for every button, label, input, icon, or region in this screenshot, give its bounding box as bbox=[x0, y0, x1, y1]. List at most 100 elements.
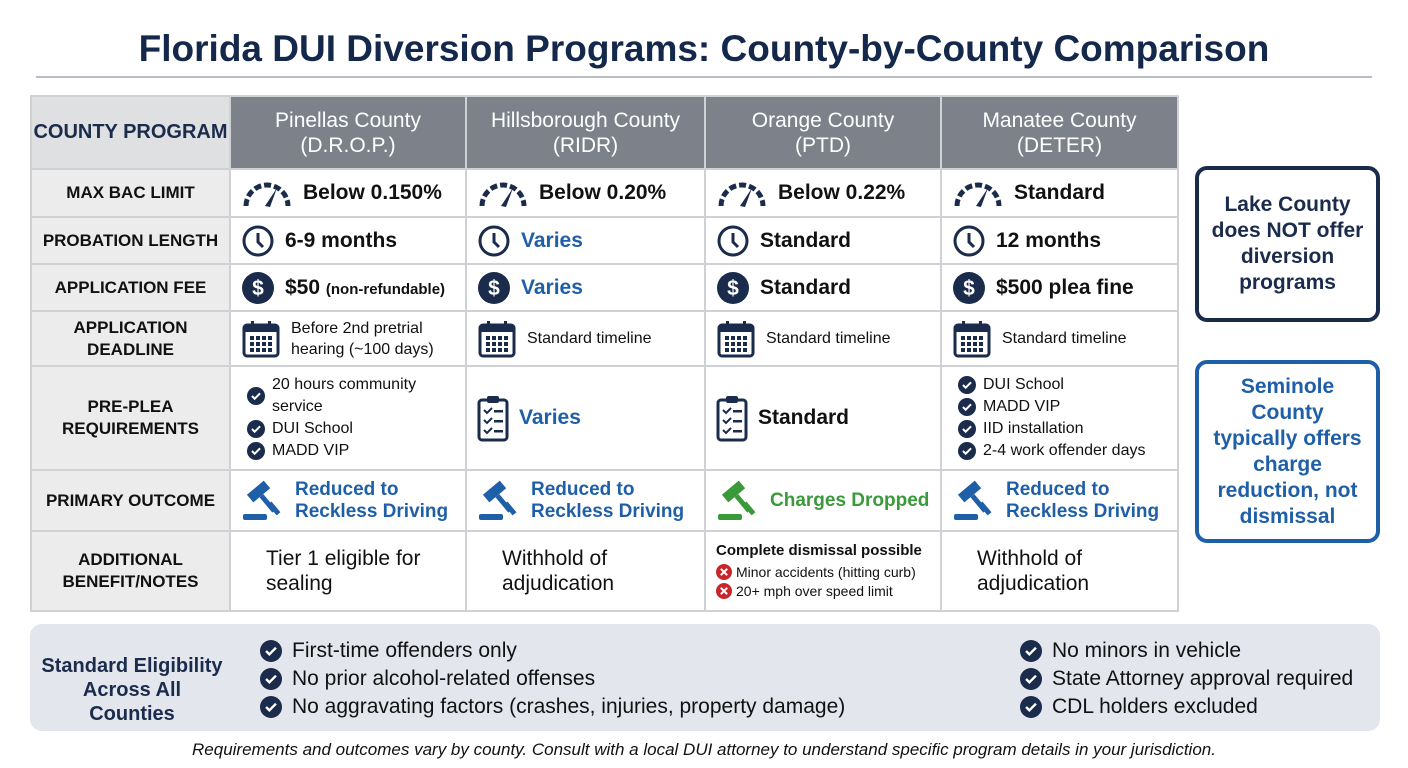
cell-value: Standard timeline bbox=[1002, 330, 1127, 347]
check-circle-icon bbox=[1020, 668, 1042, 690]
calendar-icon bbox=[241, 319, 281, 359]
table-cell: $ $500 plea fine bbox=[940, 263, 1179, 312]
table-cell: Standard bbox=[704, 216, 942, 265]
program-name: (D.R.O.P.) bbox=[300, 133, 396, 157]
county-name: Pinellas County bbox=[275, 108, 421, 132]
cell-value: Below 0.20% bbox=[539, 181, 667, 204]
check-circle-icon bbox=[247, 442, 265, 460]
eligibility-title: Standard Eligibility Across All Counties bbox=[41, 655, 223, 725]
gauge-icon bbox=[952, 178, 1004, 208]
table-cell: Withhold of adjudication bbox=[940, 530, 1179, 612]
exclusion-item: 20+ mph over speed limit bbox=[716, 582, 930, 601]
clock-icon bbox=[716, 224, 750, 258]
cell-value: Standard bbox=[760, 275, 852, 299]
county-header: Hillsborough County (RIDR) bbox=[465, 95, 706, 170]
eligibility-item: First-time offenders only bbox=[260, 637, 845, 665]
row-label: PRE-PLEA REQUIREMENTS bbox=[30, 365, 231, 471]
check-circle-icon bbox=[260, 668, 282, 690]
gauge-icon bbox=[477, 178, 529, 208]
svg-text:$: $ bbox=[252, 277, 264, 300]
check-circle-icon bbox=[247, 420, 265, 438]
cell-value: Standard timeline bbox=[766, 330, 891, 347]
table-row: APPLICATION DEADLINE Before 2nd pretrial … bbox=[30, 310, 1179, 367]
table-row: MAX BAC LIMIT Below 0.150% Below 0.20% Belo… bbox=[30, 168, 1179, 218]
cell-value: Below 0.22% bbox=[778, 181, 906, 204]
gavel-icon bbox=[241, 480, 287, 522]
county-name: Manatee County bbox=[982, 108, 1137, 132]
table-row: ADDITIONAL BENEFIT/NOTES Tier 1 eligible … bbox=[30, 530, 1179, 612]
row-label: PROBATION LENGTH bbox=[30, 216, 231, 265]
check-circle-icon bbox=[958, 398, 976, 416]
clipboard-checklist-icon bbox=[477, 394, 509, 442]
cell-value: 12 months bbox=[996, 228, 1102, 252]
list-item: IID installation bbox=[958, 418, 1167, 440]
table-cell: Varies bbox=[465, 216, 706, 265]
table-cell: DUI School MADD VIP IID installation 2-4 wo… bbox=[940, 365, 1179, 471]
check-circle-icon bbox=[1020, 640, 1042, 662]
clock-icon bbox=[952, 224, 986, 258]
table-cell: $ $50 (non-refundable) bbox=[229, 263, 467, 312]
cell-value: Reduced to Reckless Driving bbox=[295, 478, 449, 522]
row-label: ADDITIONAL BENEFIT/NOTES bbox=[30, 530, 231, 612]
eligibility-item: State Attorney approval required bbox=[1020, 665, 1353, 693]
table-row: APPLICATION FEE $ $50 (non-refundable) $ Var… bbox=[30, 263, 1179, 312]
list-item: MADD VIP bbox=[958, 396, 1167, 418]
dollar-icon: $ bbox=[241, 271, 275, 305]
clock-icon bbox=[477, 224, 511, 258]
cell-value: Standard bbox=[1014, 181, 1106, 204]
county-name: Hillsborough County bbox=[490, 108, 681, 132]
note-text: Tier 1 eligible for sealing bbox=[266, 547, 421, 595]
check-circle-icon bbox=[958, 442, 976, 460]
dollar-icon: $ bbox=[952, 271, 986, 305]
check-circle-icon bbox=[260, 696, 282, 718]
clipboard-checklist-icon bbox=[716, 394, 748, 442]
check-circle-icon bbox=[958, 376, 976, 394]
table-cell: Below 0.20% bbox=[465, 168, 706, 218]
gauge-icon bbox=[716, 178, 768, 208]
seminole-county-note: Seminole County typically offers charge … bbox=[1195, 360, 1380, 543]
table-cell: Standard timeline bbox=[704, 310, 942, 367]
cell-value: Varies bbox=[521, 275, 583, 299]
table-cell: Below 0.150% bbox=[229, 168, 467, 218]
table-row: PROBATION LENGTH 6-9 months Varies Standard… bbox=[30, 216, 1179, 265]
table-cell: Standard bbox=[704, 365, 942, 471]
county-header: Manatee County (DETER) bbox=[940, 95, 1179, 170]
check-circle-icon bbox=[247, 387, 265, 405]
table-cell: Charges Dropped bbox=[704, 469, 942, 532]
table-cell: Reduced to Reckless Driving bbox=[229, 469, 467, 532]
gauge-icon bbox=[241, 178, 293, 208]
svg-text:$: $ bbox=[488, 277, 500, 300]
x-circle-icon bbox=[716, 583, 732, 599]
cell-value: Reduced to Reckless Driving bbox=[1006, 478, 1160, 522]
table-cell: Standard timeline bbox=[465, 310, 706, 367]
cell-value: Varies bbox=[519, 406, 581, 429]
eligibility-item: No minors in vehicle bbox=[1020, 637, 1353, 665]
list-item: MADD VIP bbox=[247, 440, 455, 462]
cell-value: Below 0.150% bbox=[303, 181, 442, 204]
dollar-icon: $ bbox=[716, 271, 750, 305]
table-cell: $ Standard bbox=[704, 263, 942, 312]
note-text: Withhold of adjudication bbox=[502, 547, 615, 595]
calendar-icon bbox=[477, 319, 517, 359]
list-item: 20 hours community service bbox=[247, 374, 455, 418]
svg-text:$: $ bbox=[727, 277, 739, 300]
eligibility-item: No prior alcohol-related offenses bbox=[260, 665, 845, 693]
note-text: Withhold of adjudication bbox=[977, 547, 1090, 595]
cell-value: $50 (non-refundable) bbox=[285, 275, 446, 299]
table-row: PRE-PLEA REQUIREMENTS 20 hours community … bbox=[30, 365, 1179, 471]
table-cell: Standard bbox=[940, 168, 1179, 218]
note-title: Complete dismissal possible bbox=[716, 541, 922, 559]
cell-value: Before 2nd pretrial hearing (~100 days) bbox=[291, 319, 434, 358]
table-cell: 6-9 months bbox=[229, 216, 467, 265]
table-cell: Reduced to Reckless Driving bbox=[940, 469, 1179, 532]
cell-value: $500 plea fine bbox=[996, 275, 1134, 299]
table-cell: Standard timeline bbox=[940, 310, 1179, 367]
eligibility-item: No aggravating factors (crashes, injurie… bbox=[260, 693, 845, 721]
cell-value: Reduced to Reckless Driving bbox=[531, 478, 685, 522]
dollar-icon: $ bbox=[477, 271, 511, 305]
x-circle-icon bbox=[716, 564, 732, 580]
clock-icon bbox=[241, 224, 275, 258]
eligibility-item: CDL holders excluded bbox=[1020, 693, 1353, 721]
check-circle-icon bbox=[958, 420, 976, 438]
list-item: 2-4 work offender days bbox=[958, 440, 1167, 462]
